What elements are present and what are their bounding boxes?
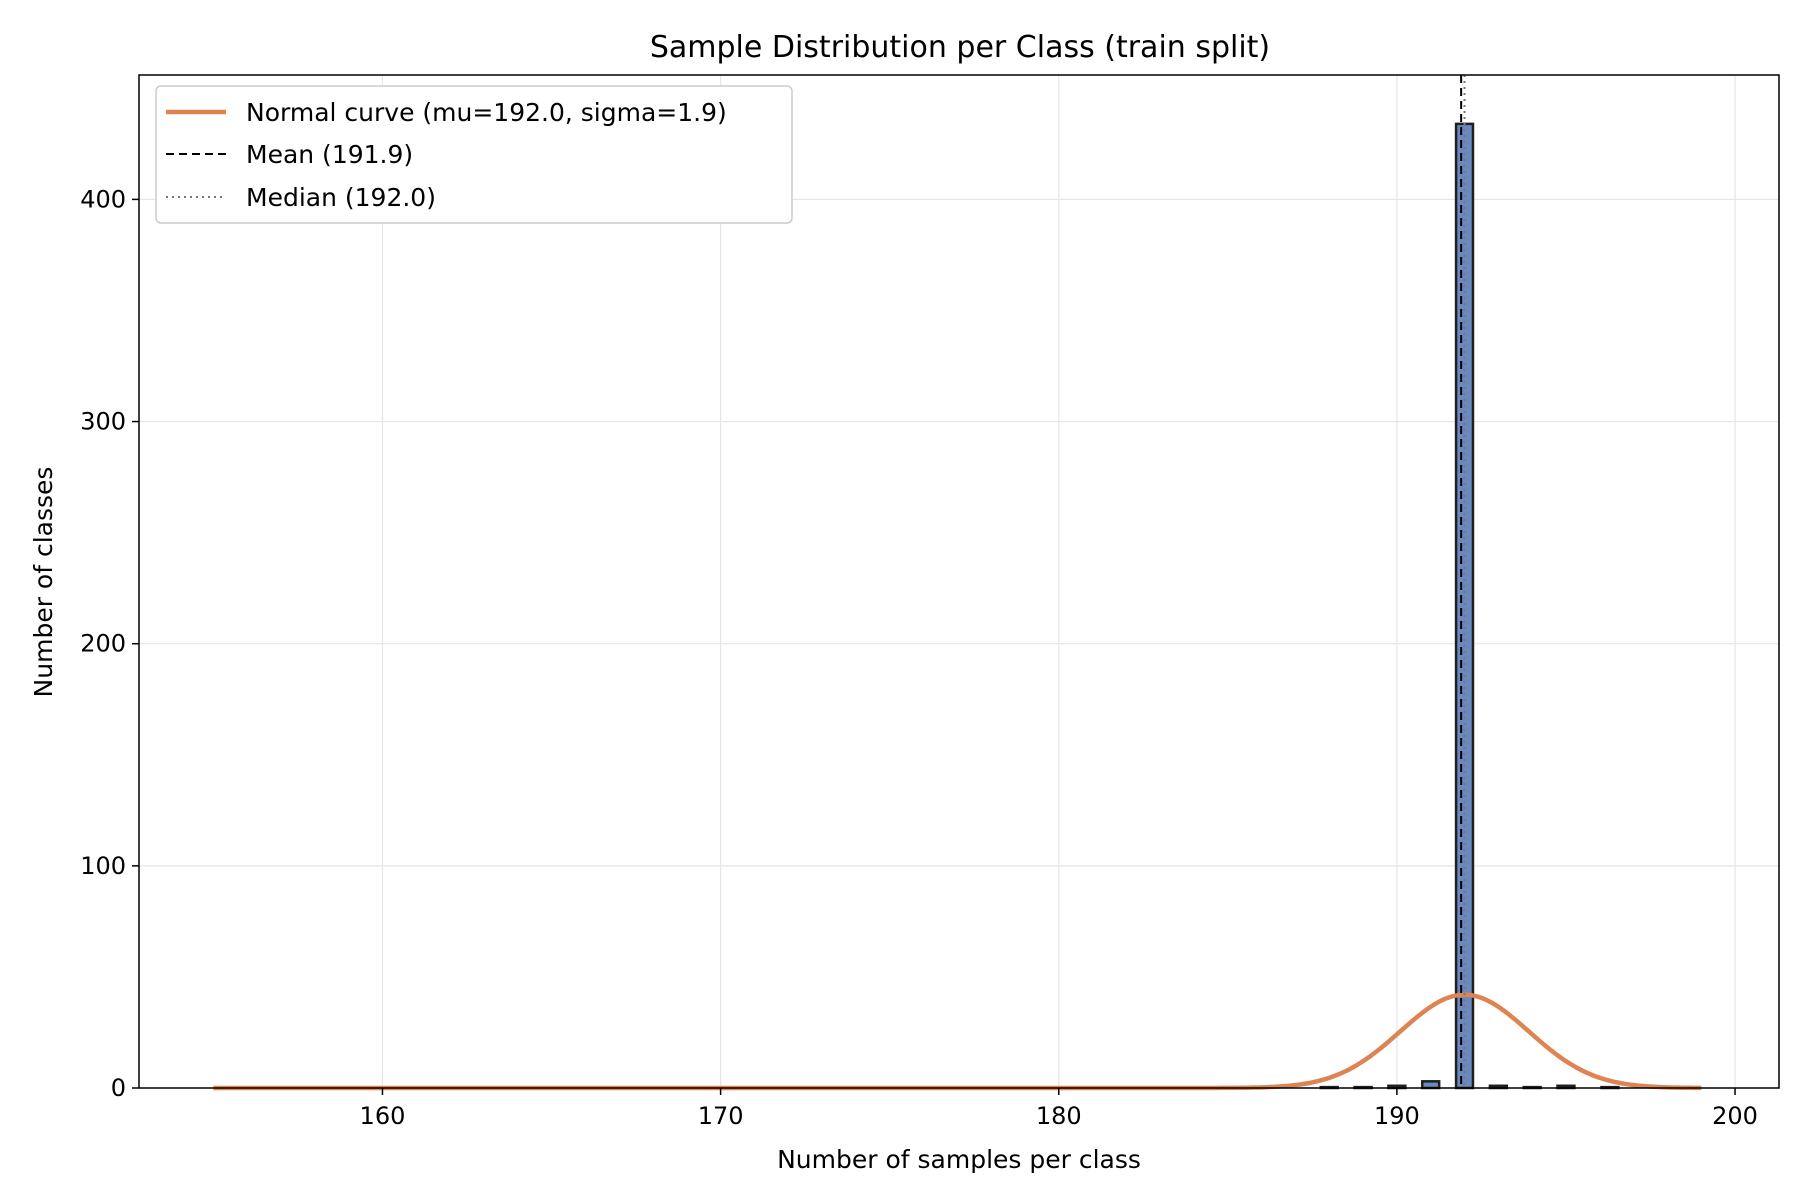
x-tick-label: 160 (360, 1102, 406, 1130)
y-tick-label: 0 (111, 1074, 126, 1102)
chart-title: Sample Distribution per Class (train spl… (650, 30, 1270, 65)
legend-box (155, 85, 793, 224)
histogram-bars (1319, 122, 1620, 1090)
legend: Normal curve (mu=192.0, sigma=1.9) Mean … (155, 85, 793, 224)
x-axis-label: Number of samples per class (777, 1145, 1141, 1174)
normal-curve-line (213, 992, 1702, 1091)
x-tick-label: 170 (698, 1102, 744, 1130)
y-tick-label: 300 (80, 408, 126, 436)
grid-lines (139, 75, 1779, 1089)
legend-median-label: Median (192.0) (246, 183, 436, 212)
x-tick-label: 190 (1374, 1102, 1420, 1130)
y-axis-label: Number of classes (29, 467, 58, 698)
y-tick-label: 200 (80, 630, 126, 658)
y-axis-ticks: 0 100 200 300 400 (80, 185, 139, 1102)
legend-curve-label: Normal curve (mu=192.0, sigma=1.9) (246, 98, 727, 127)
histogram-bar (1421, 1080, 1441, 1090)
y-tick-label: 400 (80, 185, 126, 213)
plot-frame (138, 74, 1780, 1089)
x-tick-label: 200 (1712, 1102, 1758, 1130)
x-axis-ticks: 160 170 180 190 200 (360, 1088, 1758, 1130)
x-tick-label: 180 (1036, 1102, 1082, 1130)
legend-mean-label: Mean (191.9) (246, 140, 413, 169)
y-tick-label: 100 (80, 852, 126, 880)
